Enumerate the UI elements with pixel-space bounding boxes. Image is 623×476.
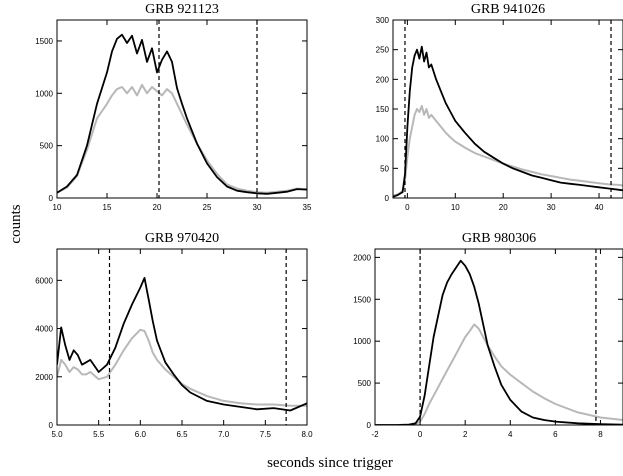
series-line-light: [57, 328, 307, 407]
panel-title: GRB 980306: [462, 231, 536, 246]
x-tick-label: 0: [418, 430, 423, 439]
x-tick-label: 10: [451, 203, 460, 212]
y-tick-label: 0: [49, 421, 54, 430]
series-line-light: [393, 105, 623, 197]
y-tick-label: 250: [376, 46, 390, 55]
chart-panel-3: GRB 970420 5.0 5.5 6.0 6.5 7.0 7.5 8.0 0 2000 4000…: [35, 231, 313, 439]
x-tick-label: 7.5: [260, 430, 272, 439]
x-tick-label: -2: [371, 430, 379, 439]
y-tick-label: 2000: [35, 373, 53, 382]
y-tick-label: 500: [40, 142, 54, 151]
x-tick-label: 6.5: [176, 430, 188, 439]
x-tick-label: 5.5: [93, 430, 105, 439]
x-tick-label: 6.0: [135, 430, 147, 439]
chart-panel-1: GRB 921123 10 15 20 25 30 35 0 500 1000 1500: [35, 2, 312, 212]
x-tick-label: 8: [598, 430, 603, 439]
panel-title: GRB 941026: [471, 2, 545, 17]
plot-area: [393, 20, 623, 198]
plot-area: [375, 249, 623, 425]
x-tick-label: 6: [553, 430, 558, 439]
x-tick-label: 4: [508, 430, 513, 439]
y-tick-label: 2000: [353, 253, 371, 262]
x-tick-label: 25: [203, 203, 212, 212]
x-tick-label: 35: [303, 203, 312, 212]
x-tick-label: 30: [547, 203, 556, 212]
y-tick-label: 1500: [353, 295, 371, 304]
chart-panel-2: GRB 941026 0 10 20 30 40 0 50 100 150 200 250 300: [376, 2, 623, 212]
y-tick-label: 150: [376, 105, 390, 114]
plot-frame: [56, 248, 308, 426]
x-axis-title: seconds since trigger: [267, 455, 393, 471]
series-line-dark: [57, 276, 307, 412]
x-tick-label: 0: [405, 203, 410, 212]
x-tick-label: 8.0: [301, 430, 313, 439]
x-tick-label: 20: [499, 203, 508, 212]
series-line-light: [375, 323, 623, 425]
plot-frame: [56, 19, 308, 199]
y-tick-label: 1000: [35, 89, 53, 98]
plot-area: [57, 20, 307, 198]
x-tick-label: 2: [463, 430, 468, 439]
y-tick-label: 300: [376, 16, 390, 25]
y-tick-label: 0: [367, 421, 372, 430]
y-tick-label: 6000: [35, 276, 53, 285]
x-tick-label: 30: [253, 203, 262, 212]
y-tick-label: 500: [358, 379, 372, 388]
series-line-dark: [393, 45, 623, 198]
x-tick-label: 40: [595, 203, 604, 212]
x-tick-label: 5.0: [51, 430, 63, 439]
y-tick-label: 0: [385, 194, 390, 203]
plot-frame: [374, 248, 623, 426]
y-tick-label: 1000: [353, 337, 371, 346]
y-tick-label: 1500: [35, 37, 53, 46]
y-tick-label: 200: [376, 75, 390, 84]
plot-area: [57, 249, 307, 425]
panel-title: GRB 970420: [145, 231, 219, 246]
y-tick-label: 0: [49, 194, 54, 203]
y-tick-label: 50: [380, 164, 389, 173]
y-axis-title: counts: [8, 204, 24, 243]
x-tick-label: 7.0: [218, 430, 230, 439]
x-tick-label: 20: [153, 203, 162, 212]
series-line-dark: [375, 259, 623, 425]
panel-title: GRB 921123: [145, 2, 219, 17]
y-tick-label: 4000: [35, 325, 53, 334]
series-line-light: [57, 83, 307, 194]
series-line-dark: [57, 33, 307, 195]
x-tick-label: 10: [53, 203, 62, 212]
x-tick-label: 15: [103, 203, 112, 212]
y-tick-label: 100: [376, 135, 390, 144]
